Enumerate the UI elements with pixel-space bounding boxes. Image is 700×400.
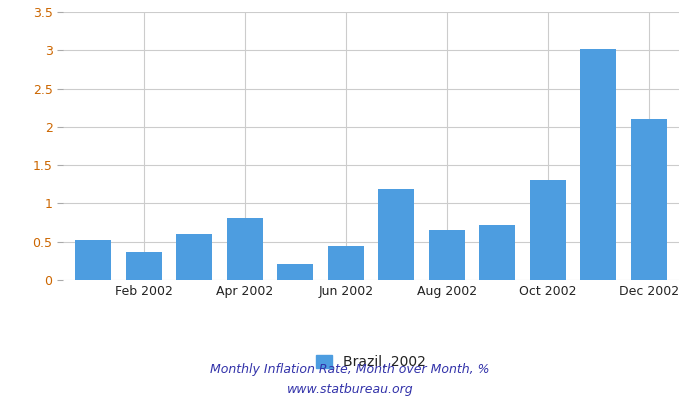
Bar [176, 234, 213, 280]
Bar [631, 119, 667, 280]
Bar [75, 240, 111, 280]
Text: Monthly Inflation Rate, Month over Month, %: Monthly Inflation Rate, Month over Month… [210, 364, 490, 376]
Legend: Brazil, 2002: Brazil, 2002 [310, 350, 432, 375]
Bar [227, 218, 263, 280]
Bar [378, 189, 414, 280]
Text: www.statbureau.org: www.statbureau.org [287, 384, 413, 396]
Bar [479, 225, 515, 280]
Bar [125, 252, 162, 280]
Bar [428, 230, 465, 280]
Bar [277, 264, 314, 280]
Bar [580, 49, 617, 280]
Bar [529, 180, 566, 280]
Bar [328, 246, 364, 280]
